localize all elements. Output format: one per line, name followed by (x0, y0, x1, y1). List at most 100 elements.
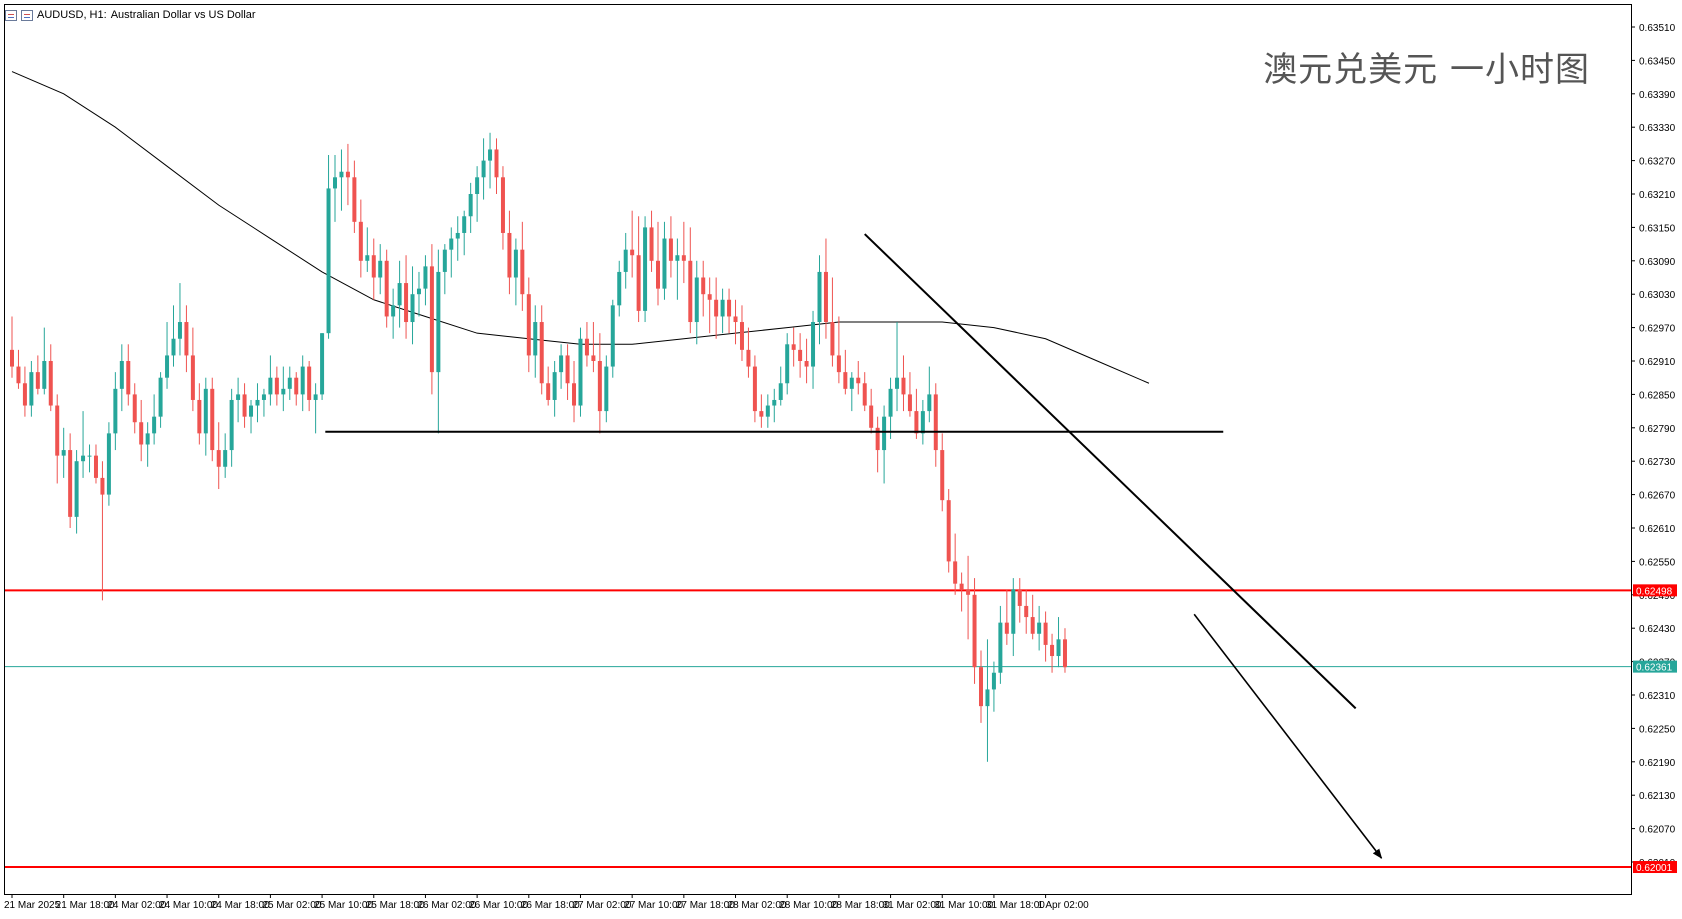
candle-body-bull (643, 227, 648, 311)
candle (1043, 611, 1048, 662)
candle-body-bear (352, 177, 357, 222)
candle (307, 361, 312, 412)
candle-body-bull (882, 416, 887, 451)
candle-body-bull (333, 177, 337, 189)
candle (882, 405, 887, 484)
y-tick-label: 0.62430 (1639, 624, 1676, 635)
candle (436, 249, 441, 434)
candle (998, 605, 1003, 684)
candle (656, 221, 660, 306)
y-tick-label: 0.63510 (1639, 23, 1676, 34)
chart-window-icon[interactable] (5, 9, 17, 21)
candle (972, 578, 977, 684)
candle (119, 344, 124, 412)
candle (442, 244, 447, 295)
candle (727, 288, 732, 334)
candle-body-bull (488, 149, 493, 161)
y-tick-label: 0.63330 (1639, 123, 1676, 134)
y-tick-label: 0.62070 (1639, 825, 1676, 836)
candle-body-bear (752, 366, 757, 412)
candle-body-bear (856, 377, 861, 384)
candle (294, 372, 299, 406)
y-tick-label: 0.62250 (1639, 724, 1676, 735)
candle-body-bull (772, 399, 777, 406)
y-tick-label: 0.63090 (1639, 257, 1676, 268)
y-tick-label: 0.63390 (1639, 90, 1676, 101)
candle-body-bear (869, 405, 874, 428)
candle (778, 366, 783, 406)
candle (236, 377, 241, 423)
candle (48, 344, 53, 412)
x-tick-label: 25 Mar 18:00 (366, 900, 425, 911)
candle-body-bear (371, 255, 376, 278)
candle (862, 372, 867, 412)
candle (991, 661, 996, 712)
candle (404, 255, 409, 339)
candle (914, 388, 919, 439)
candle-body-bear (507, 232, 512, 278)
candle-body-bear (539, 322, 544, 384)
candle-body-bear (55, 405, 60, 456)
candle-body-bear (526, 294, 531, 356)
y-tick-label: 0.63150 (1639, 223, 1676, 234)
candle (701, 260, 706, 317)
descending-trendline[interactable] (864, 233, 1357, 710)
projection-arrow[interactable] (1193, 613, 1383, 859)
candle (87, 444, 92, 473)
candle-body-bull (455, 232, 460, 239)
candle (578, 327, 583, 417)
candle-body-bear (953, 561, 958, 584)
x-tick-label: 28 Mar 10:00 (779, 900, 838, 911)
y-tick-label: 0.62670 (1639, 491, 1676, 502)
candle-body-bull (145, 433, 150, 445)
candle-body-bear (384, 260, 389, 317)
candle-body-bull (81, 455, 86, 462)
candle-body-bear (1043, 622, 1048, 645)
candle-body-bear (404, 283, 409, 323)
candle-body-bull (313, 394, 318, 400)
candle-body-bull (410, 294, 415, 323)
candle (617, 260, 622, 317)
candle (132, 383, 137, 434)
candle (171, 305, 176, 367)
candle-body-bear (701, 277, 706, 295)
candle (946, 489, 951, 573)
candle-body-bear (836, 355, 841, 373)
candle-body-bull (998, 622, 1003, 673)
x-tick-label: 27 Mar 02:00 (572, 900, 631, 911)
candle (875, 416, 880, 473)
candle-body-bear (500, 177, 505, 233)
candle-body-bear (429, 266, 434, 373)
candle-body-bear (274, 377, 279, 395)
candle (210, 377, 215, 462)
x-tick-label: 28 Mar 18:00 (831, 900, 890, 911)
candle (500, 166, 505, 250)
candle (300, 355, 305, 412)
candle (979, 650, 983, 723)
candle (229, 388, 234, 467)
candle (74, 450, 79, 534)
current-price-tag-label: 0.62361 (1636, 663, 1673, 674)
candle-body-bull (300, 366, 305, 395)
candle-body-bull (1011, 589, 1016, 634)
y-tick-label: 0.63210 (1639, 190, 1676, 201)
candle (352, 160, 357, 233)
candle (623, 232, 628, 289)
candle (416, 271, 421, 317)
candle-body-bull (578, 338, 583, 406)
candle-body-bear (591, 355, 596, 361)
candle-body-bear (1050, 644, 1055, 657)
candle (475, 166, 480, 222)
candle-body-bull (662, 238, 667, 289)
candle-body-bear (759, 411, 764, 417)
candle-body-bear (875, 427, 880, 451)
candle-body-bear (707, 294, 712, 300)
chart-window-icon-2[interactable] (21, 9, 33, 21)
candle (113, 372, 118, 451)
candle (772, 388, 777, 423)
candle (636, 216, 641, 323)
candle (791, 327, 796, 367)
y-tick-label: 0.62850 (1639, 390, 1676, 401)
candle (410, 266, 415, 345)
